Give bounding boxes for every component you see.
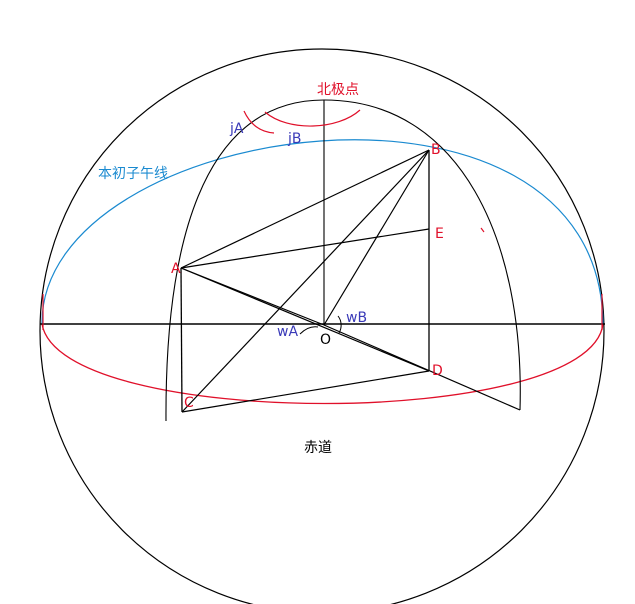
angle-wa-arc <box>299 326 319 335</box>
center-o-label: O <box>320 332 331 348</box>
segment-ad <box>180 267 430 372</box>
prime-meridian-arc <box>41 139 604 325</box>
angle-jb-arc <box>264 109 361 127</box>
point-c-label: C <box>184 395 194 411</box>
segment-ab <box>180 149 430 269</box>
angle-ja-label: jA <box>229 121 244 137</box>
point-b-label: B <box>431 142 441 158</box>
equator-arc <box>41 323 604 405</box>
segment-bo <box>323 149 430 326</box>
segment-od <box>323 324 521 411</box>
segment-cd <box>181 370 430 413</box>
prime-meridian-label: 本初子午线 <box>98 165 168 182</box>
segment-ae <box>180 228 430 269</box>
meridian-b <box>323 99 521 411</box>
north-pole-label: 北极点 <box>317 82 359 98</box>
angle-wb-label: wB <box>346 310 367 326</box>
point-e-label: E <box>435 226 444 242</box>
equator-label: 赤道 <box>304 440 332 456</box>
angle-jb-label: jB <box>287 131 302 147</box>
segment-ac <box>180 267 183 413</box>
meridian-a <box>165 99 325 422</box>
meridian-b-mark <box>480 227 485 233</box>
angle-ja-arc <box>243 110 275 134</box>
point-d-label: D <box>432 363 443 379</box>
point-a-label: A <box>171 261 181 277</box>
segment-bc <box>181 149 430 413</box>
sphere-outline <box>39 48 605 604</box>
angle-wa-label: wA <box>277 324 298 340</box>
